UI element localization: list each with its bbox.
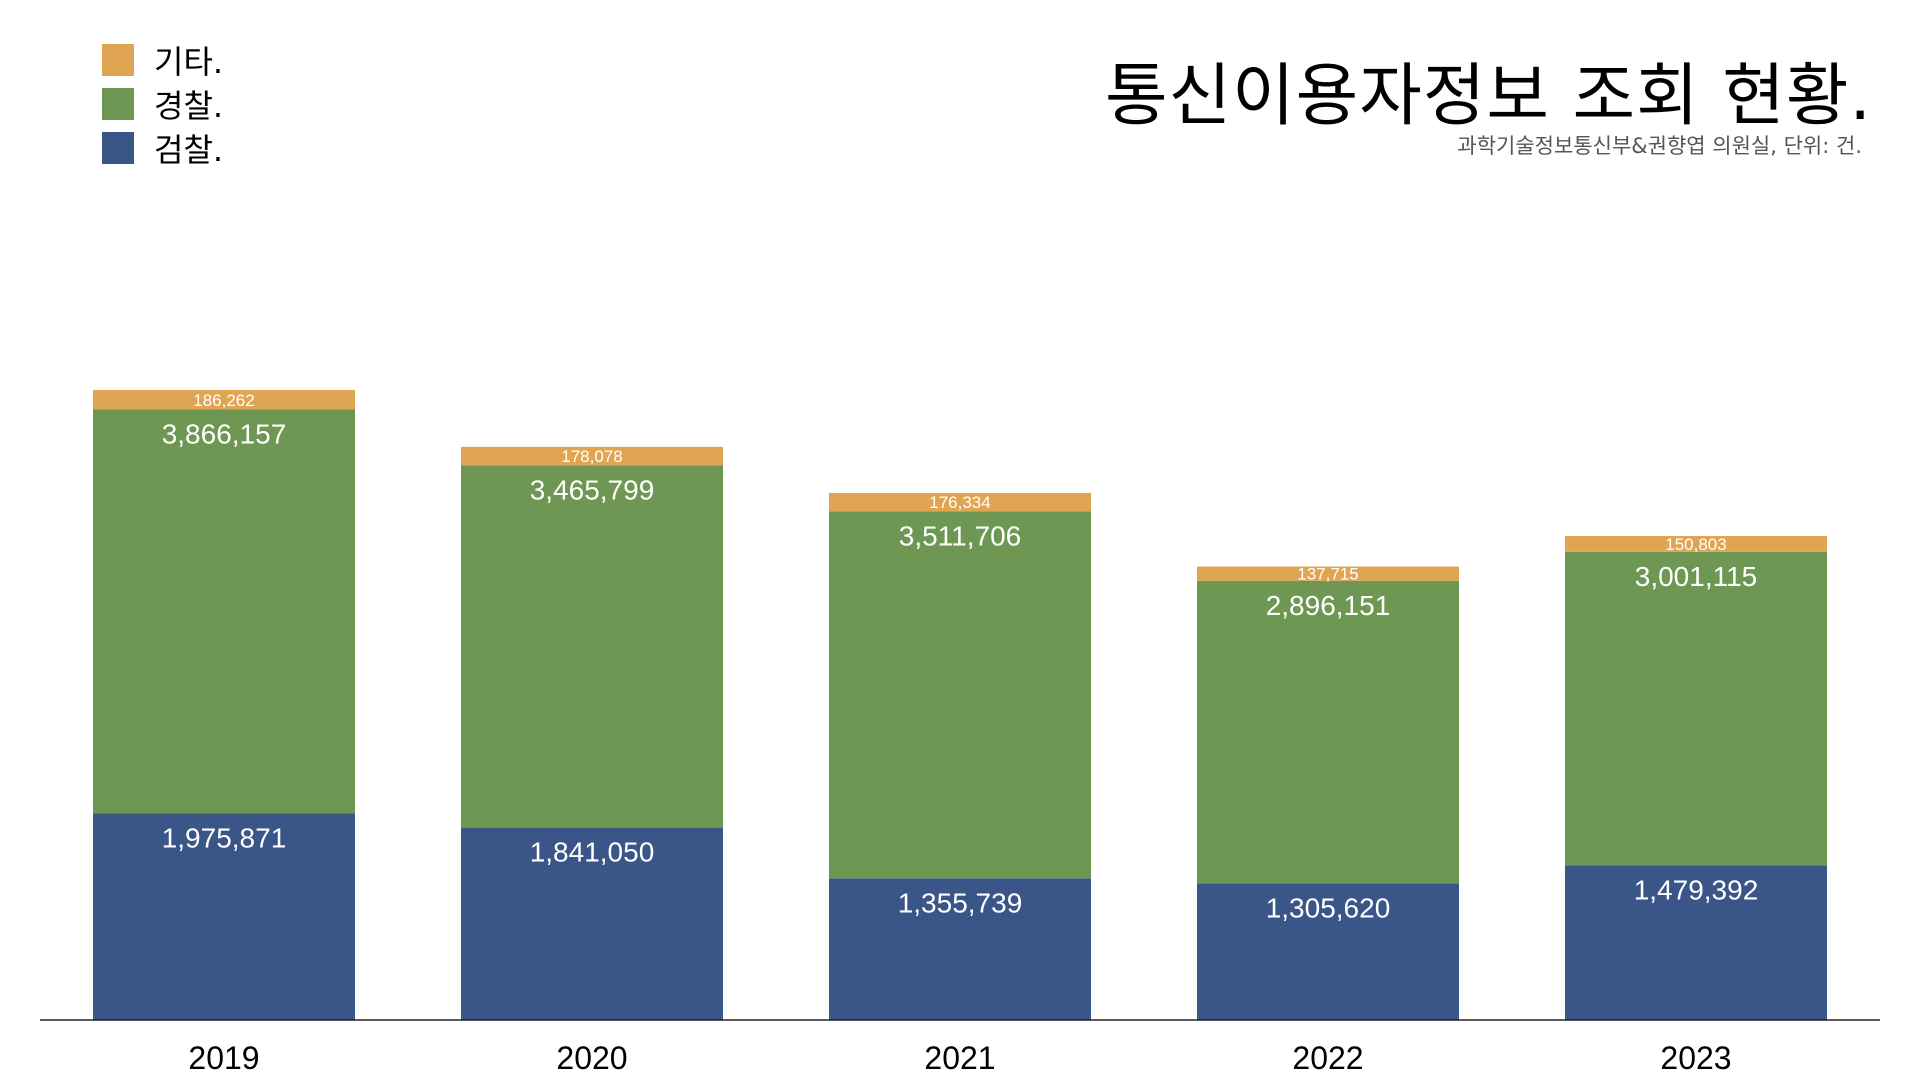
bar-2020-series-2 [461, 446, 723, 466]
data-label-2022-series-2: 137,715 [1297, 565, 1358, 584]
x-tick-label-2021: 2021 [924, 1040, 995, 1076]
data-label-2019-series-1: 3,866,157 [162, 419, 287, 450]
data-label-2022-series-1: 2,896,151 [1266, 590, 1391, 621]
x-tick-label-2023: 2023 [1660, 1040, 1731, 1076]
bar-2019-series-2 [93, 390, 355, 410]
bar-2022-series-0 [1197, 883, 1459, 1020]
bar-2022-series-2 [1197, 566, 1459, 581]
data-label-2019-series-0: 1,975,871 [162, 823, 287, 854]
legend-item-other: 기타. [102, 38, 223, 82]
bar-2022-series-1 [1197, 580, 1459, 884]
data-label-2021-series-0: 1,355,739 [898, 887, 1023, 918]
x-tick-label-2022: 2022 [1292, 1040, 1363, 1076]
bar-2023-series-2 [1565, 536, 1827, 552]
data-label-2023-series-0: 1,479,392 [1634, 874, 1759, 905]
data-label-2021-series-2: 176,334 [929, 493, 990, 512]
bar-2021-series-0 [829, 878, 1091, 1020]
data-label-2023-series-2: 150,803 [1665, 535, 1726, 554]
legend-label-prosecution: 검찰. [154, 131, 224, 169]
legend-label-other: 기타. [154, 43, 224, 81]
data-label-2023-series-1: 3,001,115 [1635, 561, 1758, 592]
x-tick-label-2019: 2019 [188, 1040, 259, 1076]
legend-item-prosecution: 검찰. [102, 126, 223, 170]
legend-swatch-other [102, 44, 134, 76]
legend-label-police: 경찰. [154, 87, 224, 125]
legend-swatch-prosecution [102, 132, 134, 164]
legend: 기타. 경찰. 검찰. [102, 38, 223, 170]
legend-swatch-police [102, 88, 134, 120]
bar-2023-series-0 [1565, 865, 1827, 1020]
bar-2019-series-1 [93, 409, 355, 814]
data-label-2022-series-0: 1,305,620 [1266, 893, 1391, 924]
bar-2020-series-1 [461, 465, 723, 828]
data-label-2019-series-2: 186,262 [193, 391, 254, 410]
chart-title: 통신이용자정보 조회 현황. [1104, 57, 1872, 136]
chart-subtitle: 과학기술정보통신부&권향엽 의원실, 단위: 건. [1457, 134, 1862, 158]
bar-2020-series-0 [461, 827, 723, 1020]
data-label-2020-series-2: 178,078 [561, 447, 622, 466]
bar-2023-series-1 [1565, 551, 1827, 866]
data-label-2020-series-1: 3,465,799 [530, 474, 655, 505]
x-tick-label-2020: 2020 [556, 1040, 627, 1076]
bar-2021-series-1 [829, 511, 1091, 879]
legend-item-police: 경찰. [102, 82, 223, 126]
data-label-2020-series-0: 1,841,050 [530, 837, 655, 868]
bar-2021-series-2 [829, 492, 1091, 512]
data-label-2021-series-1: 3,511,706 [899, 520, 1022, 551]
bar-2019-series-0 [93, 813, 355, 1020]
